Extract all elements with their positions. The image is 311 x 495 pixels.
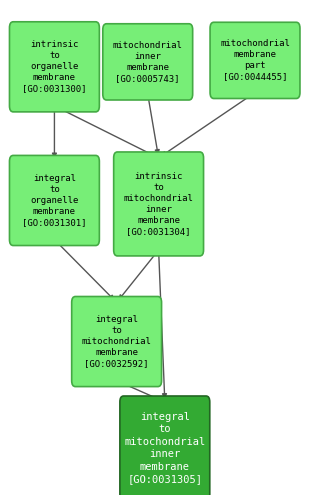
FancyBboxPatch shape	[103, 24, 193, 100]
Text: intrinsic
to
organelle
membrane
[GO:0031300]: intrinsic to organelle membrane [GO:0031…	[22, 40, 87, 94]
FancyBboxPatch shape	[120, 396, 210, 495]
Text: integral
to
organelle
membrane
[GO:0031301]: integral to organelle membrane [GO:00313…	[22, 174, 87, 227]
FancyBboxPatch shape	[72, 297, 162, 387]
Text: mitochondrial
inner
membrane
[GO:0005743]: mitochondrial inner membrane [GO:0005743…	[113, 41, 183, 83]
Text: mitochondrial
membrane
part
[GO:0044455]: mitochondrial membrane part [GO:0044455]	[220, 39, 290, 82]
FancyBboxPatch shape	[114, 152, 204, 256]
Text: integral
to
mitochondrial
membrane
[GO:0032592]: integral to mitochondrial membrane [GO:0…	[82, 315, 151, 368]
Text: integral
to
mitochondrial
inner
membrane
[GO:0031305]: integral to mitochondrial inner membrane…	[124, 412, 206, 484]
Text: intrinsic
to
mitochondrial
inner
membrane
[GO:0031304]: intrinsic to mitochondrial inner membran…	[124, 172, 193, 236]
FancyBboxPatch shape	[9, 22, 100, 112]
FancyBboxPatch shape	[210, 22, 300, 99]
FancyBboxPatch shape	[9, 155, 100, 246]
